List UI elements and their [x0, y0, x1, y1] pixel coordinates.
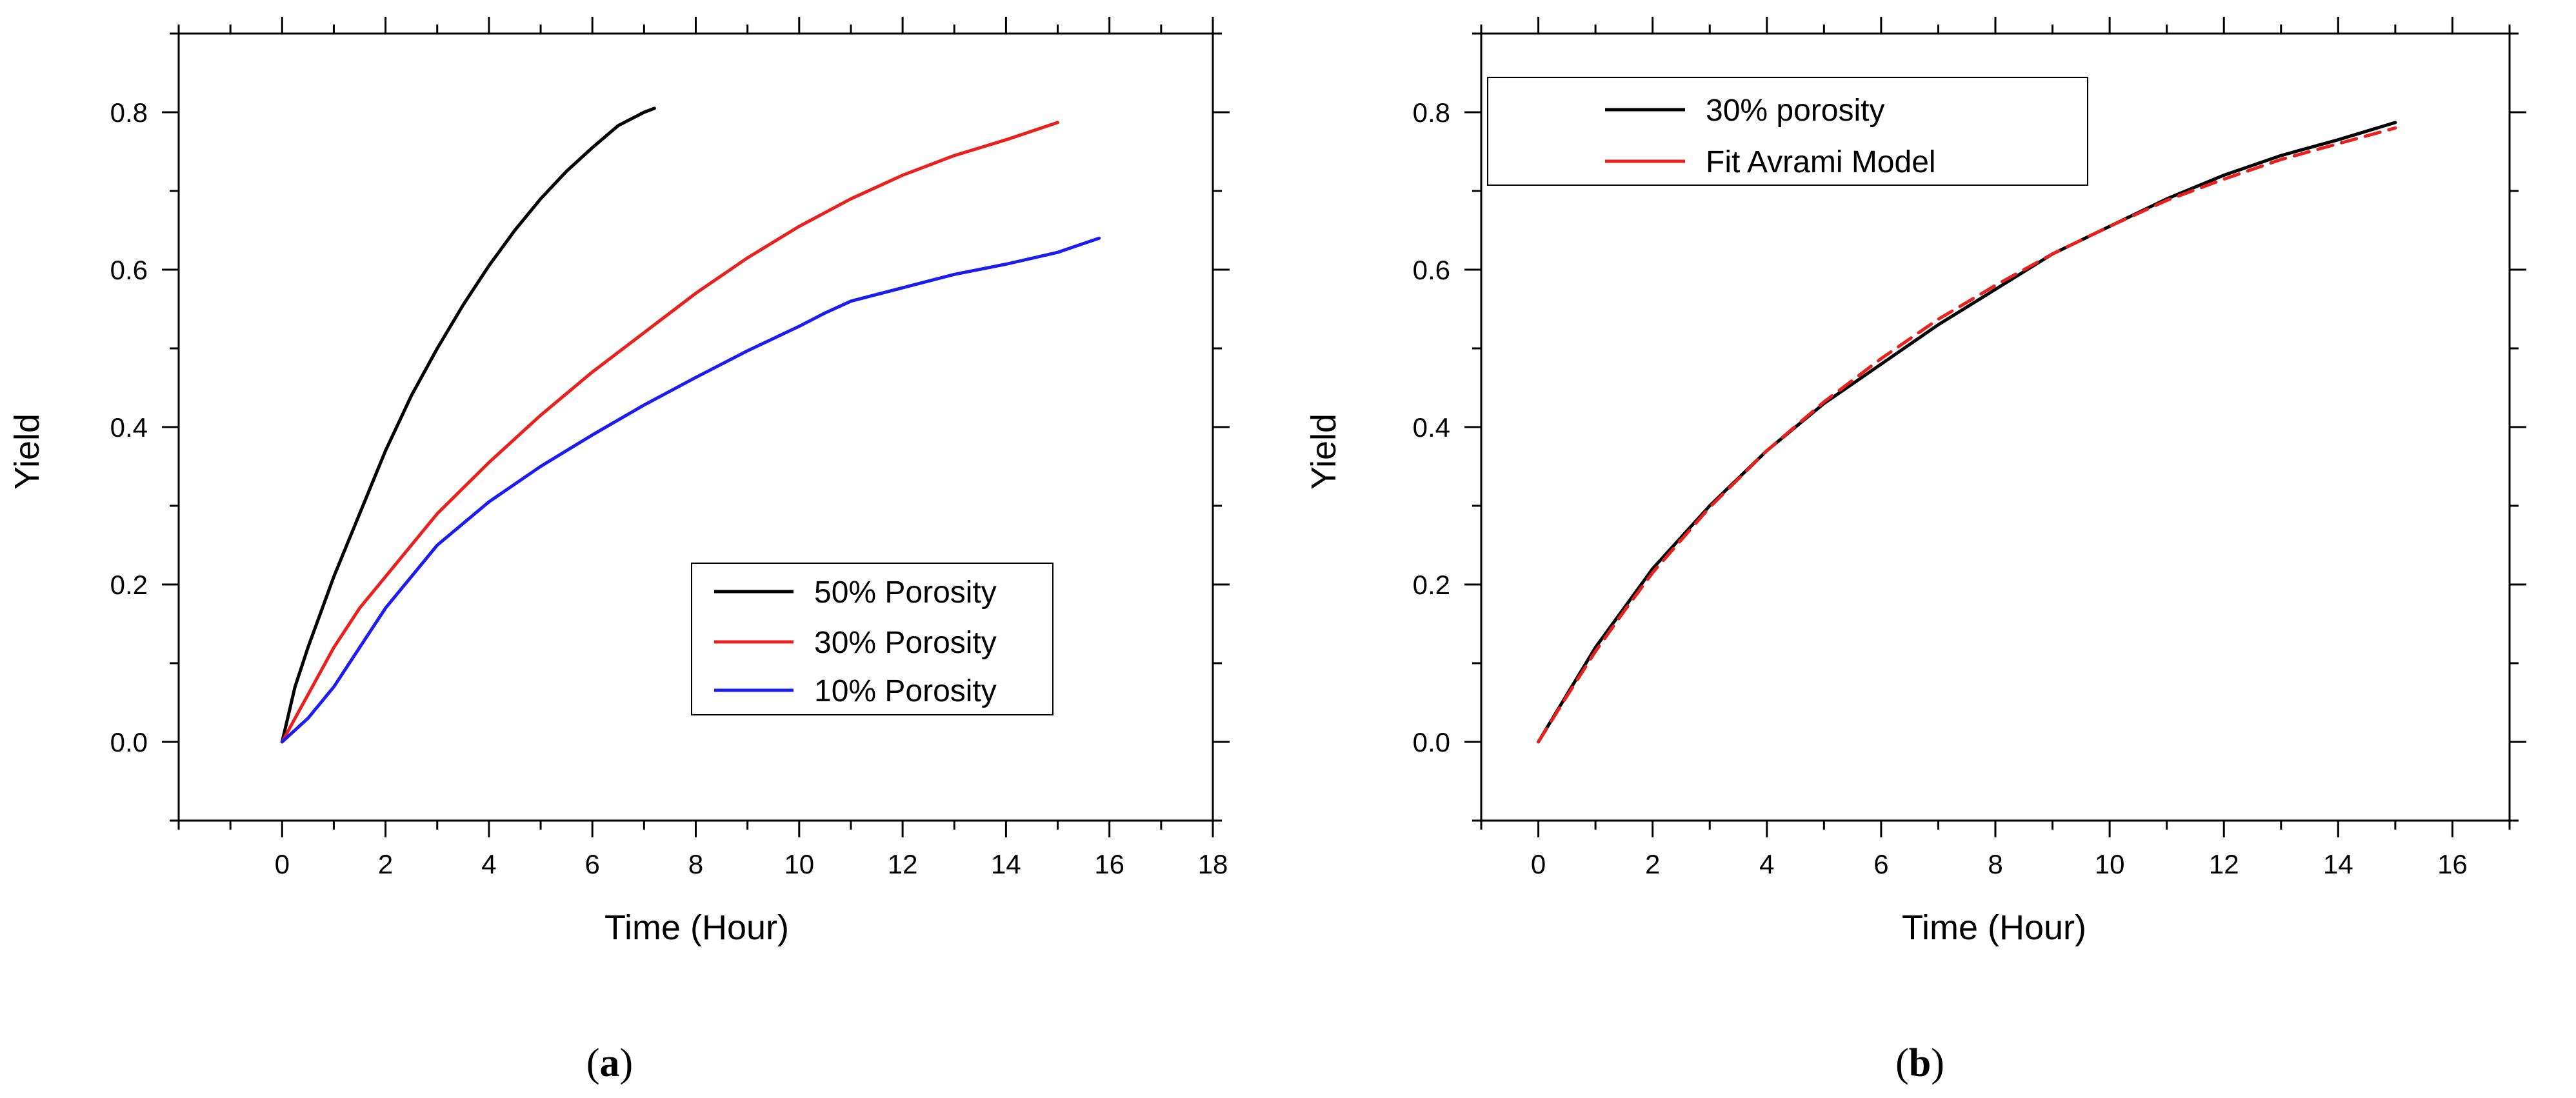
series-line-2 [1537, 126, 2397, 744]
legend-label-1: 50% Porosity [814, 575, 997, 610]
x-tick-label: 4 [481, 849, 496, 879]
panel-label: (b) [1895, 1041, 1944, 1085]
x-tick-label: 6 [585, 849, 600, 879]
x-tick-label: 10 [784, 849, 814, 879]
x-tick-label: 6 [1873, 849, 1888, 879]
series-line-1 [280, 106, 656, 744]
chart-panel-a: 0 2 4 6 8 10 12 14 16 18 0.0 0.2 0.4 0.6 0.8 Time (Hour… [8, 17, 1230, 1085]
x-tick-label: 10 [2095, 849, 2125, 879]
legend-label-2: 30% Porosity [814, 626, 997, 660]
x-tick-label: 4 [1759, 849, 1774, 879]
x-tick-label: 12 [2209, 849, 2239, 879]
legend-box [1487, 77, 2088, 186]
legend-label-1: 30% porosity [1706, 94, 1884, 128]
x-tick-label: 0 [1531, 849, 1546, 879]
legend-label-2: Fit Avrami Model [1706, 145, 1936, 179]
x-tick-label: 8 [688, 849, 703, 879]
x-tick-label: 18 [1198, 849, 1228, 879]
x-tick-label: 0 [275, 849, 290, 879]
x-tick-label: 16 [2437, 849, 2468, 879]
y-axis-title: Yield [1304, 414, 1343, 490]
panel-label: (a) [586, 1041, 633, 1085]
y-tick-label: 0.0 [1413, 727, 1450, 757]
legend-label-3: 10% Porosity [814, 674, 997, 708]
x-tick-label: 14 [991, 849, 1021, 879]
x-tick-label: 16 [1094, 849, 1124, 879]
y-tick-label: 0.0 [110, 727, 148, 757]
series-line-2 [280, 121, 1059, 744]
x-axis-title: Time (Hour) [1902, 908, 2086, 947]
x-tick-label: 12 [888, 849, 918, 879]
y-tick-label: 0.6 [1413, 255, 1450, 285]
x-axis-title: Time (Hour) [604, 908, 789, 947]
series-line-3 [280, 236, 1101, 744]
x-tick-label: 2 [378, 849, 393, 879]
y-tick-label: 0.8 [1413, 97, 1450, 128]
x-tick-label: 14 [2323, 849, 2353, 879]
y-axis-title: Yield [8, 414, 46, 490]
panel-label-letter: a [600, 1041, 620, 1085]
y-tick-label: 0.4 [110, 412, 148, 443]
panel-label-letter: b [1909, 1041, 1931, 1085]
chart-panel-b: 0 2 4 6 8 10 12 14 16 0.0 0.2 0.4 0.6 0.8 Time (Hour) Y… [1304, 17, 2526, 1085]
x-tick-label: 8 [1988, 849, 2002, 879]
y-tick-label: 0.6 [110, 255, 148, 285]
y-tick-label: 0.4 [1413, 412, 1450, 443]
series-line-1 [1537, 121, 2397, 744]
x-tick-label: 2 [1645, 849, 1660, 879]
y-tick-label: 0.2 [110, 570, 148, 600]
y-tick-label: 0.2 [1413, 570, 1450, 600]
y-tick-label: 0.8 [110, 97, 148, 128]
